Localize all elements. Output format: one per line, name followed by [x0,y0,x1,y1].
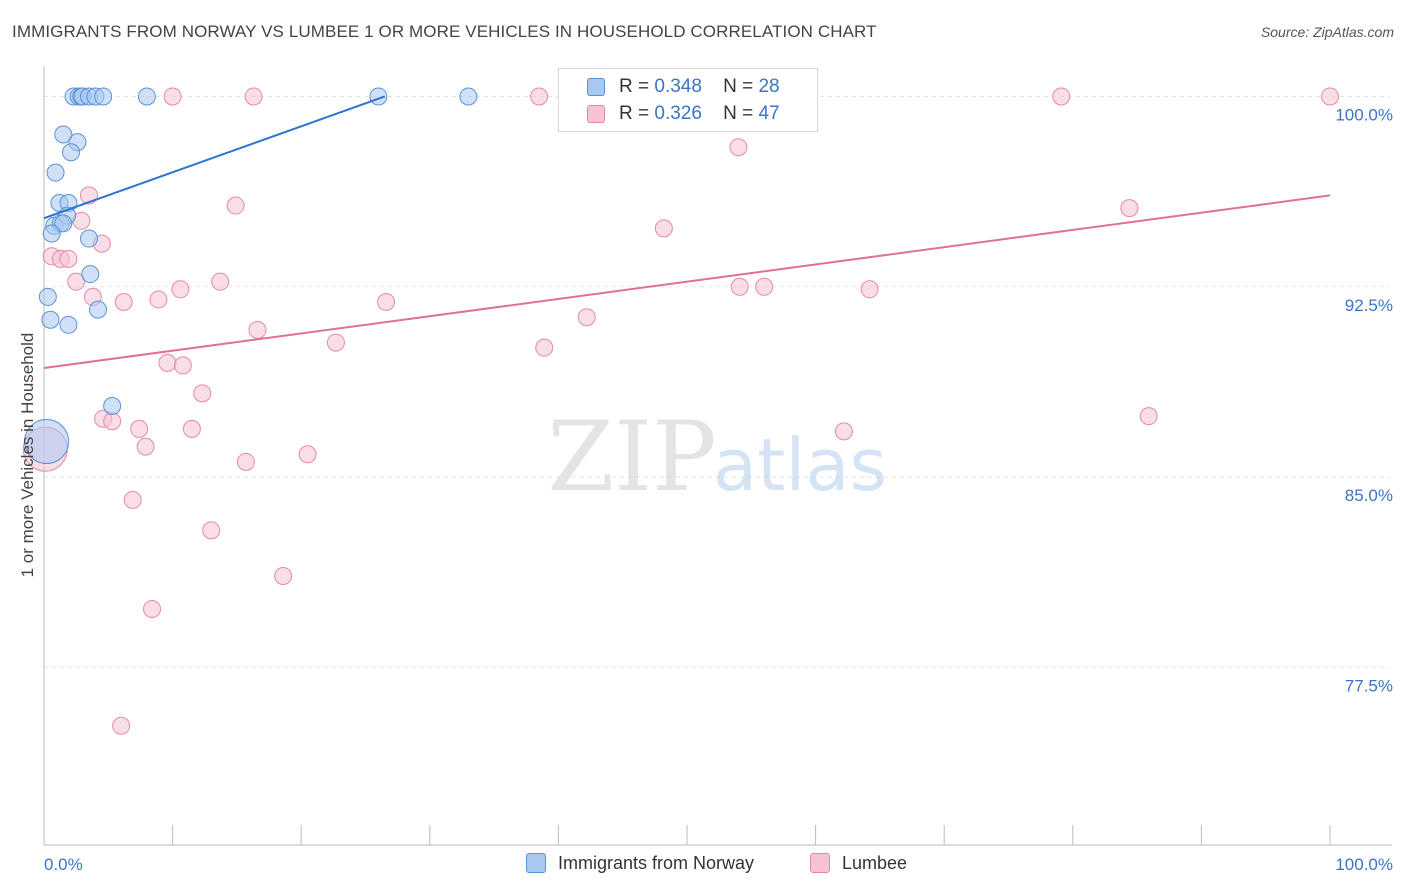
lumbee-legend-swatch [810,853,830,873]
y-axis-label: 1 or more Vehicles in Household [18,332,37,578]
stats-text: R = 0.348 N = 28 [619,76,780,98]
norway-swatch [587,78,605,96]
n-label: N = [723,76,754,97]
norway-point [80,229,99,248]
lumbee-point [730,277,749,296]
gridlines [44,95,1390,668]
x-tick-labels: 0.0% 100.0% [44,855,1393,874]
norway-point [81,265,100,284]
norway-point [59,315,78,334]
lumbee-point [274,567,293,586]
r-label: R = [619,76,650,97]
lumbee-point [755,277,774,296]
r-value: 0.326 [654,103,702,124]
x-tick-label: 0.0% [44,855,83,874]
lumbee-point [112,716,131,735]
y-tick-labels: 100.0% 92.5% 85.0% 77.5% [1335,105,1393,695]
lumbee-point [535,338,554,357]
lumbee-point [59,249,78,268]
lumbee-trend-line [43,194,1331,369]
lumbee-point [298,445,317,464]
stats-legend: R = 0.348 N = 28 R = 0.326 N = 47 [558,68,818,132]
lumbee-point [123,490,142,509]
n-label: N = [723,103,754,124]
lumbee-swatch [587,105,605,123]
lumbee-point [143,600,162,619]
norway-point [137,87,156,106]
norway-point [459,87,478,106]
y-tick-label: 100.0% [1335,105,1393,124]
lumbee-point [1120,199,1139,218]
lumbee-point [114,292,133,311]
chart-title: IMMIGRANTS FROM NORWAY VS LUMBEE 1 OR MO… [12,22,877,41]
lumbee-point [211,272,230,291]
stats-text: R = 0.326 N = 47 [619,103,780,125]
norway-point [62,143,81,162]
norway-point [41,310,60,329]
norway-point [94,87,113,106]
norway-point [54,214,73,233]
lumbee-point [226,196,245,215]
norway-point [24,419,70,465]
y-tick-label: 92.5% [1345,296,1393,315]
norway-point [42,224,61,243]
lumbee-point [136,437,155,456]
norway-point [38,287,57,306]
lumbee-point [149,290,168,309]
lumbee-point [326,333,345,352]
lumbee-point [729,138,748,157]
norway-points [24,87,478,465]
lumbee-point [530,87,549,106]
lumbee-point [577,308,596,327]
lumbee-point [834,422,853,441]
watermark-zip: ZIP [547,401,716,513]
norway-legend-swatch [526,853,546,873]
norway-trend-line [43,95,386,220]
lumbee-point [202,521,221,540]
y-tick-label: 85.0% [1345,486,1393,505]
x-tick-label: 100.0% [1335,855,1393,874]
lumbee-point [130,419,149,438]
source-label: Source: ZipAtlas.com [1260,24,1394,40]
lumbee-point [193,384,212,403]
norway-point [89,300,108,319]
lumbee-point [1052,87,1071,106]
lumbee-point [173,356,192,375]
norway-point [103,397,122,416]
lumbee-point [67,272,86,291]
lumbee-point [1321,87,1339,106]
lumbee-point [236,452,255,471]
lumbee-point [860,280,879,299]
norway-point [54,125,73,144]
lumbee-point [182,419,201,438]
lumbee-point [654,219,673,238]
y-tick-label: 77.5% [1345,676,1393,695]
legend-label: Immigrants from Norway [558,853,755,873]
lumbee-point [163,87,182,106]
lumbee-point [158,353,177,372]
watermark-atlas: atlas [713,423,887,507]
lumbee-point [377,292,396,311]
lumbee-point [248,320,267,339]
r-value: 0.348 [654,76,702,97]
n-value: 47 [758,103,780,124]
norway-point [46,163,65,182]
trend-lines [43,95,1331,369]
lumbee-point [103,412,122,431]
legend-label: Lumbee [842,853,908,873]
zipatlas-watermark: ZIP atlas [547,401,887,513]
lumbee-point [1139,407,1158,426]
lumbee-point [171,280,190,299]
n-value: 28 [758,76,780,97]
r-label: R = [619,103,650,124]
lumbee-point [244,87,263,106]
